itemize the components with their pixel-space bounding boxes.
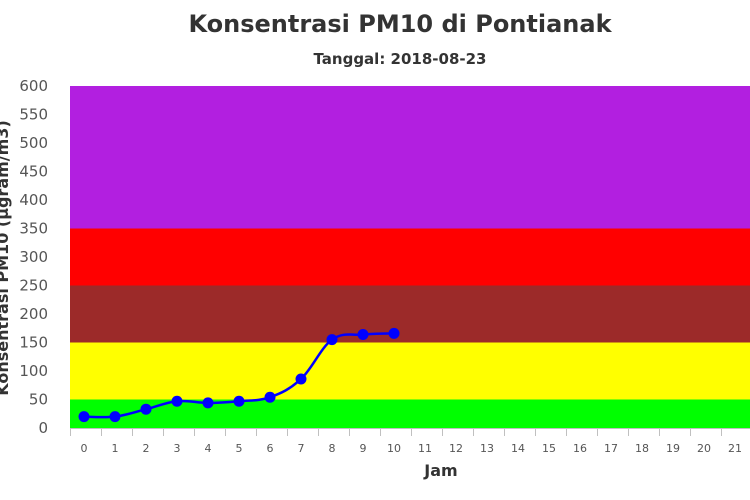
band-3 <box>70 228 750 286</box>
x-tick-label: 13 <box>480 442 494 455</box>
x-tick-label: 8 <box>329 442 336 455</box>
chart-subtitle: Tanggal: 2018-08-23 <box>313 50 486 68</box>
chart-title: Konsentrasi PM10 di Pontianak <box>188 10 612 38</box>
x-tick-label: 15 <box>542 442 556 455</box>
y-tick-label: 300 <box>19 248 48 266</box>
data-point <box>202 397 214 409</box>
x-tick-label: 2 <box>143 442 150 455</box>
x-tick-label: 16 <box>573 442 587 455</box>
data-point <box>357 329 369 341</box>
data-point <box>264 391 276 403</box>
data-point <box>326 334 338 346</box>
data-point <box>388 327 400 339</box>
x-tick-label: 19 <box>666 442 680 455</box>
x-tick-label: 5 <box>236 442 243 455</box>
x-tick-label: 21 <box>728 442 742 455</box>
band-2 <box>70 285 750 343</box>
data-point <box>78 411 90 423</box>
category-bands <box>70 86 750 428</box>
y-tick-label: 450 <box>19 163 48 181</box>
band-1 <box>70 342 750 400</box>
band-4 <box>70 86 750 229</box>
x-tick-label: 1 <box>112 442 119 455</box>
data-point <box>140 403 152 415</box>
y-tick-label: 550 <box>19 106 48 124</box>
x-tick-label: 9 <box>360 442 367 455</box>
y-tick-label: 100 <box>19 362 48 380</box>
x-tick-label: 20 <box>697 442 711 455</box>
x-tick-label: 18 <box>635 442 649 455</box>
x-tick-label: 7 <box>298 442 305 455</box>
y-tick-label: 400 <box>19 191 48 209</box>
data-series <box>78 327 400 423</box>
y-tick-label: 600 <box>19 77 48 95</box>
x-axis: 0 1 2 3 4 5 6 7 8 9 10 11 12 13 14 15 16 17 18 19 20 21 <box>70 428 750 455</box>
y-tick-label: 150 <box>19 334 48 352</box>
x-tick-label: 14 <box>511 442 525 455</box>
y-tick-label: 500 <box>19 134 48 152</box>
x-tick-label: 6 <box>267 442 274 455</box>
data-point <box>295 373 307 385</box>
x-tick-label: 0 <box>81 442 88 455</box>
y-tick-label: 50 <box>29 391 48 409</box>
y-tick-label: 350 <box>19 220 48 238</box>
x-tick-label: 10 <box>387 442 401 455</box>
x-tick-label: 4 <box>205 442 212 455</box>
y-tick-label: 200 <box>19 305 48 323</box>
y-axis-title: Konsentrasi PM10 (µgram/m3) <box>0 120 12 396</box>
data-point <box>171 395 183 407</box>
y-axis-ticks: 0 50 100 150 200 250 300 350 400 450 500 550 600 <box>19 77 48 437</box>
x-tick-label: 17 <box>604 442 618 455</box>
data-point <box>233 395 245 407</box>
x-tick-label: 3 <box>174 442 181 455</box>
data-point <box>109 411 121 423</box>
x-tick-label: 12 <box>449 442 463 455</box>
band-0 <box>70 399 750 428</box>
y-tick-label: 0 <box>38 419 48 437</box>
y-tick-label: 250 <box>19 277 48 295</box>
x-tick-label: 11 <box>418 442 432 455</box>
x-axis-title: Jam <box>423 461 457 480</box>
